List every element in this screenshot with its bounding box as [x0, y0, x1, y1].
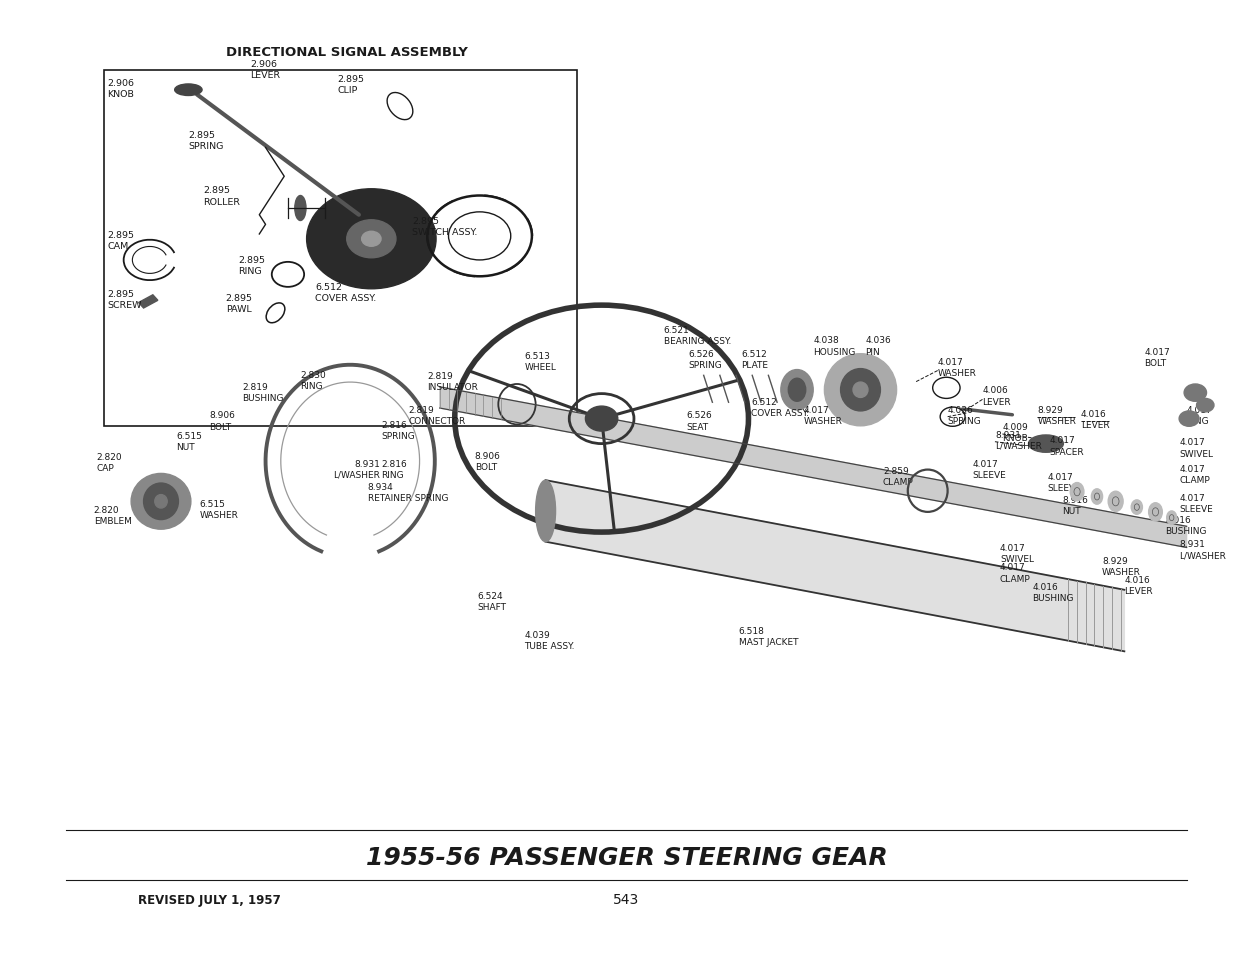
Circle shape	[1184, 385, 1207, 402]
Bar	[139, 296, 158, 309]
Text: 4.017
SLEEVE: 4.017 SLEEVE	[972, 459, 1006, 479]
Ellipse shape	[535, 481, 555, 542]
Text: 6.513
WHEEL: 6.513 WHEEL	[525, 352, 556, 371]
Text: REVISED JULY 1, 1957: REVISED JULY 1, 1957	[138, 893, 281, 906]
Text: 543: 543	[614, 892, 639, 907]
Text: 2.819
CONNECTOR: 2.819 CONNECTOR	[408, 405, 466, 425]
Circle shape	[347, 221, 396, 259]
Text: 6.512
COVER ASSY.: 6.512 COVER ASSY.	[316, 282, 377, 302]
Text: 6.512
PLATE: 6.512 PLATE	[741, 350, 768, 369]
Text: 2.906
KNOB: 2.906 KNOB	[108, 78, 134, 99]
Polygon shape	[545, 481, 1124, 652]
Text: 8.916
NUT: 8.916 NUT	[1063, 495, 1088, 516]
Text: 4.009
KNOB: 4.009 KNOB	[1002, 422, 1029, 443]
Text: 8.906
BOLT: 8.906 BOLT	[475, 452, 500, 472]
Ellipse shape	[294, 197, 306, 221]
Text: 4.036
SPRING: 4.036 SPRING	[947, 405, 981, 425]
Text: 2.830
RING: 2.830 RING	[301, 371, 326, 391]
Text: 2.895
SPRING: 2.895 SPRING	[188, 131, 224, 150]
Text: 4.017
SLEEVE: 4.017 SLEEVE	[1048, 473, 1081, 492]
Text: 1955-56 PASSENGER STEERING GEAR: 1955-56 PASSENGER STEERING GEAR	[366, 845, 887, 869]
Ellipse shape	[1108, 491, 1123, 512]
Text: 6.515
WASHER: 6.515 WASHER	[199, 499, 238, 519]
Text: 4.017
SPACER: 4.017 SPACER	[1050, 436, 1084, 456]
Text: 4.039
TUBE ASSY.: 4.039 TUBE ASSY.	[525, 630, 575, 650]
Text: 4.017
SLEEVE: 4.017 SLEEVE	[1179, 493, 1213, 514]
Text: DIRECTIONAL SIGNAL ASSEMBLY: DIRECTIONAL SIGNAL ASSEMBLY	[226, 46, 467, 59]
Ellipse shape	[1070, 484, 1084, 501]
Circle shape	[1197, 399, 1214, 413]
Text: 2.820
EMBLEM: 2.820 EMBLEM	[94, 505, 132, 525]
Text: 4.016
LEVER: 4.016 LEVER	[1081, 409, 1109, 429]
Circle shape	[1179, 412, 1199, 427]
Text: 4.017
WASHER: 4.017 WASHER	[803, 405, 842, 425]
Ellipse shape	[132, 474, 190, 530]
Text: 2.895
CAM: 2.895 CAM	[108, 231, 134, 251]
Text: 8.931
L/WASHER: 8.931 L/WASHER	[333, 459, 380, 479]
Ellipse shape	[1091, 489, 1103, 505]
Ellipse shape	[781, 370, 813, 411]
Circle shape	[307, 190, 436, 290]
Text: 6.526
SPRING: 6.526 SPRING	[689, 350, 723, 369]
Text: 2.859
CLAMP: 2.859 CLAMP	[883, 467, 913, 486]
Ellipse shape	[788, 379, 806, 402]
Text: 4.017
RING: 4.017 RING	[1187, 405, 1213, 425]
Text: 2.895
RING: 2.895 RING	[238, 256, 266, 275]
Text: 2.906
LEVER: 2.906 LEVER	[251, 59, 281, 79]
Text: 4.017
WASHER: 4.017 WASHER	[937, 358, 976, 377]
Ellipse shape	[853, 383, 868, 398]
Text: 4.017
SWIVEL: 4.017 SWIVEL	[1179, 438, 1213, 458]
Text: 2.895
ROLLER: 2.895 ROLLER	[203, 186, 241, 206]
Text: 8.906
BOLT: 8.906 BOLT	[209, 411, 236, 431]
Text: 2.816
SPRING: 2.816 SPRING	[381, 421, 415, 441]
Ellipse shape	[841, 369, 881, 412]
Text: 2.895
SWITCH ASSY.: 2.895 SWITCH ASSY.	[412, 217, 477, 237]
Text: 4.016
BUSHING: 4.016 BUSHING	[1032, 582, 1074, 602]
Text: 2.895
SCREW: 2.895 SCREW	[108, 290, 142, 310]
Ellipse shape	[1149, 503, 1163, 521]
Text: 4.016
LEVER: 4.016 LEVER	[1124, 576, 1153, 595]
Ellipse shape	[155, 495, 167, 509]
Text: 6.518
MAST JACKET: 6.518 MAST JACKET	[738, 626, 798, 646]
Text: 6.512
COVER ASSY.: 6.512 COVER ASSY.	[751, 397, 809, 418]
Text: 6.524
SHAFT: 6.524 SHAFT	[477, 592, 506, 611]
Ellipse shape	[174, 85, 202, 96]
Bar	[104, 72, 576, 427]
Ellipse shape	[1131, 500, 1143, 515]
Circle shape	[585, 407, 618, 431]
Text: 4.036
PIN: 4.036 PIN	[866, 336, 891, 357]
Polygon shape	[440, 388, 1187, 547]
Text: 2.816
RING: 2.816 RING	[381, 459, 407, 479]
Text: 4.017
BOLT: 4.017 BOLT	[1144, 348, 1170, 367]
Text: 6.526
SEAT: 6.526 SEAT	[687, 411, 712, 431]
Text: 2.820
CAP: 2.820 CAP	[96, 453, 122, 473]
Text: 8.934
RETAINER SPRING: 8.934 RETAINER SPRING	[367, 483, 449, 502]
Text: 2.895
CLIP: 2.895 CLIP	[338, 75, 365, 95]
Text: 6.515
NUT: 6.515 NUT	[175, 431, 202, 452]
Text: 6.521
BEARING ASSY.: 6.521 BEARING ASSY.	[664, 326, 732, 346]
Ellipse shape	[144, 484, 178, 520]
Text: 4.038
HOUSING: 4.038 HOUSING	[813, 336, 856, 357]
Text: 4.017
SWIVEL: 4.017 SWIVEL	[1000, 544, 1034, 564]
Text: 8.931
L/WASHER: 8.931 L/WASHER	[1179, 540, 1225, 560]
Ellipse shape	[1029, 435, 1064, 453]
Text: 4.017
CLAMP: 4.017 CLAMP	[1000, 563, 1031, 583]
Text: 2.819
INSULATOR: 2.819 INSULATOR	[427, 372, 479, 391]
Text: 2.819
BUSHING: 2.819 BUSHING	[242, 382, 283, 402]
Text: 8.929
WASHER: 8.929 WASHER	[1101, 556, 1140, 577]
Ellipse shape	[824, 355, 897, 426]
Text: 8.929
WASHER: 8.929 WASHER	[1037, 405, 1076, 425]
Text: 4.016
BUSHING: 4.016 BUSHING	[1165, 516, 1207, 536]
Text: 4.017
CLAMP: 4.017 CLAMP	[1179, 465, 1210, 484]
Ellipse shape	[1167, 512, 1177, 525]
Text: 8.931
L/WASHER: 8.931 L/WASHER	[995, 430, 1041, 451]
Text: 4.006
LEVER: 4.006 LEVER	[982, 386, 1011, 406]
Circle shape	[362, 232, 381, 247]
Text: 2.895
PAWL: 2.895 PAWL	[226, 294, 253, 314]
